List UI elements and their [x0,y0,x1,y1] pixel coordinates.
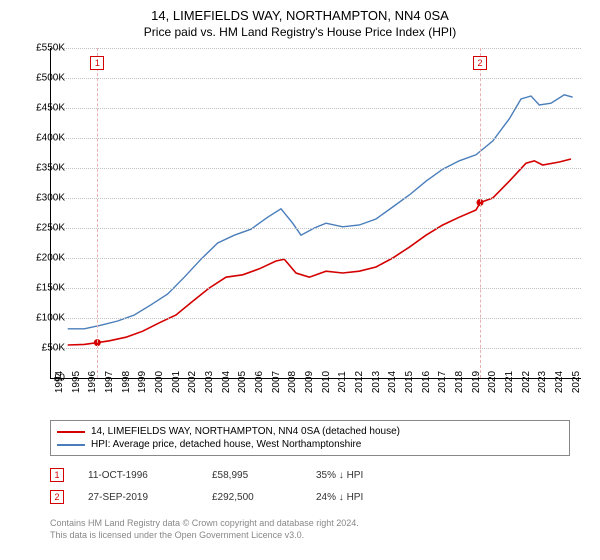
x-tick-label: 2023 [537,371,548,393]
x-tick-label: 2013 [371,371,382,393]
x-tick-label: 2003 [204,371,215,393]
gridline [51,48,581,49]
y-tick-label: £200K [15,253,65,264]
x-tick-label: 1997 [104,371,115,393]
x-tick-label: 2007 [271,371,282,393]
legend-item: HPI: Average price, detached house, West… [57,438,563,451]
x-tick-label: 2022 [521,371,532,393]
legend-swatch [57,444,85,446]
sale-row: 2 27-SEP-2019 £292,500 24% ↓ HPI [50,486,406,508]
legend-item: 14, LIMEFIELDS WAY, NORTHAMPTON, NN4 0SA… [57,425,563,438]
gridline [51,228,581,229]
sale-row: 1 11-OCT-1996 £58,995 35% ↓ HPI [50,464,406,486]
y-tick-label: £500K [15,73,65,84]
reference-line [97,48,98,378]
x-tick-label: 2021 [504,371,515,393]
sale-price: £58,995 [212,470,292,481]
x-tick-label: 2002 [187,371,198,393]
x-tick-label: 2024 [554,371,565,393]
y-tick-label: £50K [15,343,65,354]
chart-title: 14, LIMEFIELDS WAY, NORTHAMPTON, NN4 0SA [0,0,600,23]
footer-attribution: Contains HM Land Registry data © Crown c… [50,518,359,541]
gridline [51,168,581,169]
y-tick-label: £550K [15,43,65,54]
x-tick-label: 2025 [571,371,582,393]
x-tick-label: 2004 [221,371,232,393]
x-tick-label: 2001 [171,371,182,393]
x-tick-label: 2011 [337,371,348,393]
gridline [51,258,581,259]
x-tick-label: 2015 [404,371,415,393]
x-tick-label: 2000 [154,371,165,393]
x-tick-label: 2018 [454,371,465,393]
sale-price: £292,500 [212,492,292,503]
sale-pct-vs-hpi: 24% ↓ HPI [316,492,406,503]
gridline [51,138,581,139]
x-tick-label: 2005 [237,371,248,393]
x-tick-label: 1994 [54,371,65,393]
footer-line-1: Contains HM Land Registry data © Crown c… [50,518,359,530]
sale-date: 11-OCT-1996 [88,470,188,481]
series-hpi [68,95,573,329]
x-tick-label: 2020 [487,371,498,393]
legend: 14, LIMEFIELDS WAY, NORTHAMPTON, NN4 0SA… [50,420,570,456]
x-tick-label: 1995 [71,371,82,393]
x-tick-label: 2009 [304,371,315,393]
x-tick-label: 2017 [437,371,448,393]
gridline [51,348,581,349]
x-tick-label: 2016 [421,371,432,393]
x-tick-label: 2006 [254,371,265,393]
gridline [51,78,581,79]
sale-row-marker: 2 [50,490,64,504]
y-tick-label: £100K [15,313,65,324]
sale-marker-1: 1 [90,56,104,70]
gridline [51,108,581,109]
sale-date: 27-SEP-2019 [88,492,188,503]
sale-row-marker: 1 [50,468,64,482]
chart-subtitle: Price paid vs. HM Land Registry's House … [0,23,600,39]
y-tick-label: £400K [15,133,65,144]
x-tick-label: 2019 [471,371,482,393]
footer-line-2: This data is licensed under the Open Gov… [50,530,359,542]
y-tick-label: £300K [15,193,65,204]
y-tick-label: £250K [15,223,65,234]
legend-swatch [57,431,85,433]
reference-line [480,48,481,378]
gridline [51,318,581,319]
y-tick-label: £350K [15,163,65,174]
y-tick-label: £450K [15,103,65,114]
sales-table: 1 11-OCT-1996 £58,995 35% ↓ HPI 2 27-SEP-2019… [50,464,406,508]
x-tick-label: 2010 [321,371,332,393]
sale-pct-vs-hpi: 35% ↓ HPI [316,470,406,481]
gridline [51,288,581,289]
x-tick-label: 1996 [87,371,98,393]
plot-area [50,48,581,379]
sale-marker-2: 2 [473,56,487,70]
x-tick-label: 2008 [287,371,298,393]
x-tick-label: 1998 [121,371,132,393]
legend-label: 14, LIMEFIELDS WAY, NORTHAMPTON, NN4 0SA… [91,426,400,437]
x-tick-label: 2014 [387,371,398,393]
legend-label: HPI: Average price, detached house, West… [91,439,361,450]
x-tick-label: 2012 [354,371,365,393]
plot-svg [51,48,581,378]
chart-container: 14, LIMEFIELDS WAY, NORTHAMPTON, NN4 0SA… [0,0,600,560]
gridline [51,198,581,199]
x-tick-label: 1999 [137,371,148,393]
y-tick-label: £150K [15,283,65,294]
